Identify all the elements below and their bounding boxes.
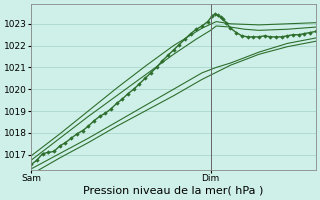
X-axis label: Pression niveau de la mer( hPa ): Pression niveau de la mer( hPa ) [84, 186, 264, 196]
